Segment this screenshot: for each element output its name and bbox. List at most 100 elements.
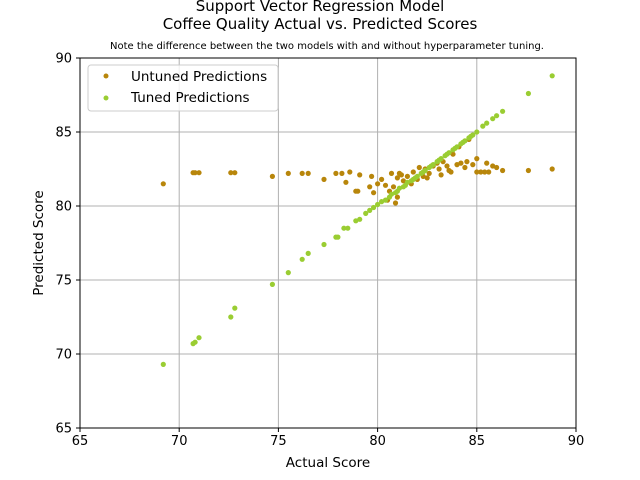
tuned-point bbox=[414, 173, 420, 179]
y-tick-label: 70 bbox=[55, 348, 72, 363]
x-tick-label: 75 bbox=[270, 434, 287, 449]
untuned-point bbox=[392, 200, 399, 206]
y-tick-label: 65 bbox=[55, 422, 72, 437]
untuned-point bbox=[379, 176, 385, 182]
series-untuned bbox=[160, 136, 555, 206]
untuned-point bbox=[299, 170, 305, 176]
tuned-point bbox=[269, 281, 275, 287]
untuned-point bbox=[462, 164, 468, 171]
tuned-point bbox=[228, 314, 234, 320]
untuned-point bbox=[400, 178, 406, 184]
x-tick-label: 70 bbox=[171, 434, 188, 449]
y-tick-label: 90 bbox=[55, 52, 72, 67]
untuned-point bbox=[343, 179, 349, 185]
x-tick-label: 90 bbox=[568, 434, 585, 449]
tuned-point bbox=[462, 138, 468, 144]
tuned-point bbox=[430, 162, 436, 168]
untuned-point bbox=[482, 169, 488, 175]
series-tuned bbox=[160, 73, 555, 367]
untuned-point bbox=[321, 176, 327, 182]
untuned-point bbox=[394, 175, 400, 181]
untuned-point bbox=[490, 163, 496, 169]
untuned-point bbox=[388, 170, 395, 176]
tuned-point bbox=[341, 225, 347, 231]
tuned-point bbox=[192, 339, 198, 345]
plot-area: 65 70 75 80 85 90 65 70 75 80 85 90 bbox=[55, 52, 584, 450]
untuned-point bbox=[196, 170, 202, 176]
x-axis-label: Actual Score bbox=[286, 455, 370, 471]
legend-label-tuned: Tuned Predictions bbox=[130, 90, 250, 106]
tuned-point bbox=[196, 335, 202, 341]
untuned-point bbox=[398, 172, 404, 178]
untuned-point bbox=[478, 169, 484, 175]
untuned-point bbox=[382, 182, 389, 188]
untuned-point bbox=[424, 175, 430, 181]
tuned-point bbox=[480, 123, 486, 129]
tuned-point bbox=[470, 132, 476, 138]
untuned-point bbox=[355, 188, 361, 194]
untuned-point bbox=[269, 173, 275, 179]
tuned-point bbox=[525, 90, 532, 97]
tuned-point bbox=[484, 120, 490, 126]
untuned-point bbox=[285, 170, 291, 176]
tuned-point bbox=[232, 305, 238, 311]
untuned-point bbox=[549, 166, 555, 172]
tuned-point bbox=[299, 256, 305, 262]
untuned-point bbox=[458, 160, 464, 166]
tuned-point bbox=[549, 73, 555, 79]
untuned-point bbox=[404, 173, 410, 179]
untuned-point bbox=[367, 184, 373, 190]
x-tick-label: 80 bbox=[369, 434, 386, 449]
untuned-point bbox=[436, 166, 442, 172]
tuned-point bbox=[357, 216, 363, 222]
tuned-point bbox=[438, 156, 444, 162]
untuned-point bbox=[464, 159, 470, 165]
tuned-point bbox=[379, 199, 385, 205]
untuned-point bbox=[228, 170, 234, 176]
tuned-point bbox=[382, 197, 389, 203]
untuned-point bbox=[494, 164, 500, 171]
untuned-point bbox=[375, 181, 381, 187]
untuned-point bbox=[160, 181, 166, 187]
untuned-point bbox=[500, 167, 506, 174]
tuned-point bbox=[371, 204, 377, 211]
chart-subtitle: Coffee Quality Actual vs. Predicted Scor… bbox=[163, 15, 478, 33]
tuned-point bbox=[404, 179, 410, 185]
untuned-point bbox=[454, 162, 460, 168]
legend-box bbox=[87, 64, 279, 112]
tuned-point bbox=[494, 113, 500, 119]
untuned-point bbox=[474, 169, 480, 175]
untuned-point bbox=[371, 190, 377, 196]
tuned-point bbox=[422, 167, 428, 174]
untuned-point bbox=[390, 184, 397, 190]
data-points bbox=[160, 73, 555, 367]
y-tick-label: 85 bbox=[55, 126, 72, 141]
untuned-point bbox=[438, 172, 444, 178]
untuned-point bbox=[410, 169, 416, 175]
legend-marker-untuned bbox=[103, 73, 109, 79]
tuned-point bbox=[500, 108, 506, 114]
untuned-point bbox=[474, 156, 480, 162]
chart-title: Support Vector Regression Model bbox=[196, 0, 444, 15]
ticks: 65 70 75 80 85 90 65 70 75 80 85 90 bbox=[55, 52, 584, 450]
tuned-point bbox=[353, 218, 359, 224]
untuned-point bbox=[484, 160, 490, 166]
tuned-point bbox=[335, 234, 341, 240]
untuned-point bbox=[347, 169, 353, 175]
untuned-point bbox=[369, 173, 375, 179]
untuned-point bbox=[448, 169, 454, 175]
untuned-point bbox=[333, 170, 339, 176]
tuned-point bbox=[345, 225, 351, 231]
tuned-point bbox=[474, 129, 480, 135]
tuned-point bbox=[367, 207, 373, 213]
untuned-point bbox=[305, 170, 311, 176]
tuned-point bbox=[321, 241, 327, 248]
tuned-point bbox=[396, 185, 402, 191]
untuned-point bbox=[486, 169, 492, 175]
untuned-point bbox=[339, 170, 345, 176]
tuned-point bbox=[454, 144, 460, 150]
tuned-point bbox=[375, 201, 381, 208]
plot-frame bbox=[79, 57, 577, 429]
untuned-point bbox=[232, 170, 238, 176]
